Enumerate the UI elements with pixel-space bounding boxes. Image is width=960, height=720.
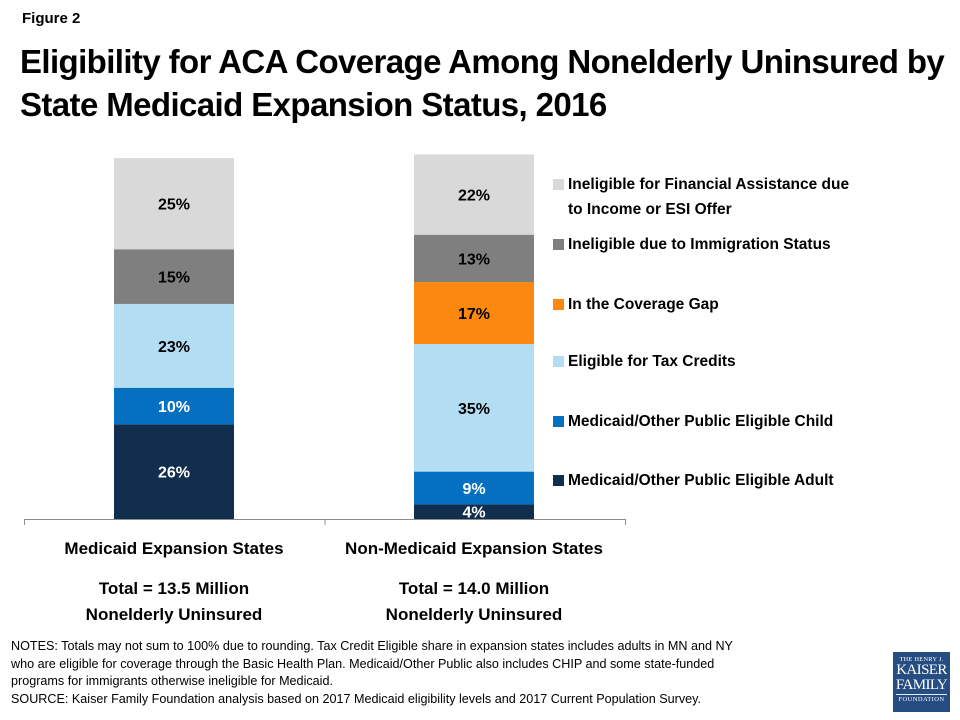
legend-label: Ineligible for Financial Assistance due t… xyxy=(568,176,850,218)
bars-group: 26% 10% 23% 15% 25% 4% 9% 35% 17% 13% 22% xyxy=(114,154,534,522)
data-label: 35% xyxy=(458,401,490,418)
bar-segment xyxy=(114,387,234,425)
x-axis xyxy=(24,519,626,525)
bar-segment xyxy=(114,158,234,250)
data-label: 9% xyxy=(462,481,485,498)
data-label: 23% xyxy=(158,339,190,356)
category-subtitle: Total = 13.5 Million xyxy=(99,579,249,598)
bar-segment xyxy=(414,282,534,345)
notes-line: NOTES: Totals may not sum to 100% due to… xyxy=(11,639,733,653)
legend-item: Eligible for Tax Credits xyxy=(553,349,736,374)
legend-label: In the Coverage Gap xyxy=(568,296,719,313)
legend-swatch xyxy=(553,475,564,486)
category-labels: Medicaid Expansion States Total = 13.5 Mi… xyxy=(64,539,603,624)
logo-line: THE HENRY J. xyxy=(899,656,944,663)
legend-item: Medicaid/Other Public Eligible Child xyxy=(553,409,833,434)
legend-swatch xyxy=(553,299,564,310)
data-label: 26% xyxy=(158,465,190,482)
bar-segment xyxy=(114,249,234,304)
data-label: 4% xyxy=(462,505,485,522)
legend-label: Medicaid/Other Public Eligible Child xyxy=(568,413,834,430)
legend-label: Eligible for Tax Credits xyxy=(568,353,736,370)
bar-segment xyxy=(414,471,534,505)
data-label: 10% xyxy=(158,399,190,416)
data-label: 15% xyxy=(158,270,190,287)
legend-item: Ineligible due to Immigration Status xyxy=(553,232,831,257)
data-label: 13% xyxy=(458,251,490,268)
figure-label: Figure 2 xyxy=(22,10,81,27)
bar-segment xyxy=(414,344,534,472)
legend-label: Ineligible due to Immigration Status xyxy=(568,236,831,253)
chart-title: Eligibility for ACA Coverage Among Nonel… xyxy=(20,43,945,123)
category-subtitle: Nonelderly Uninsured xyxy=(386,605,563,624)
category-subtitle: Total = 14.0 Million xyxy=(399,579,549,598)
kff-logo: THE HENRY J. KAISER FAMILY FOUNDATION xyxy=(893,652,950,712)
bar-segment xyxy=(414,504,534,519)
legend-item: In the Coverage Gap xyxy=(553,292,719,317)
bar-segment xyxy=(414,234,534,283)
data-label: 22% xyxy=(458,188,490,205)
notes-line: who are eligible for coverage through th… xyxy=(11,656,715,671)
legend-item: Ineligible for Financial Assistance due t… xyxy=(553,172,849,222)
bar-segment xyxy=(114,424,234,519)
data-label: 17% xyxy=(458,306,490,323)
category-tick-label: Medicaid Expansion States xyxy=(64,539,283,558)
category-subtitle: Nonelderly Uninsured xyxy=(86,605,263,624)
category-tick-label: Non-Medicaid Expansion States xyxy=(345,539,603,558)
bar-segment xyxy=(114,303,234,388)
data-label: 25% xyxy=(158,197,190,214)
logo-line: KAISER xyxy=(896,662,947,678)
legend-label: Medicaid/Other Public Eligible Adult xyxy=(568,472,834,489)
notes-line: programs for immigrants otherwise inelig… xyxy=(11,674,333,688)
stacked-bar-chart: 26% 10% 23% 15% 25% 4% 9% 35% 17% 13% 22% Medicaid… xyxy=(24,154,626,624)
legend-swatch xyxy=(553,356,564,367)
legend-swatch xyxy=(553,416,564,427)
notes: NOTES: Totals may not sum to 100% due to… xyxy=(11,638,871,708)
source-line: SOURCE: Kaiser Family Foundation analysi… xyxy=(11,691,701,706)
bar-segment xyxy=(414,154,534,235)
logo-line: FAMILY xyxy=(895,677,948,693)
legend-swatch xyxy=(553,179,564,190)
legend-item: Medicaid/Other Public Eligible Adult xyxy=(553,468,834,493)
logo-line: FOUNDATION xyxy=(898,696,945,703)
legend-swatch xyxy=(553,239,564,250)
logo-divider xyxy=(896,694,947,695)
